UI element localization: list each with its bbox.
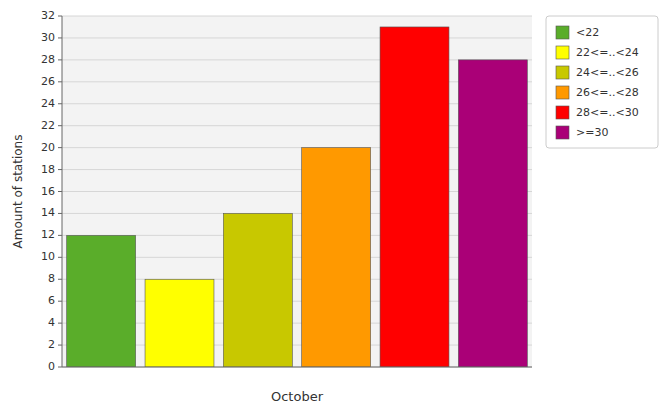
- y-tick: [58, 103, 62, 104]
- grid: [62, 16, 532, 367]
- legend-label: 22<=..<24: [576, 46, 639, 59]
- bar: [458, 60, 527, 367]
- chart-svg: 02468101214161820222426283032OctoberAmou…: [0, 0, 667, 415]
- y-tick: [58, 301, 62, 302]
- chart-container: 02468101214161820222426283032OctoberAmou…: [0, 0, 667, 415]
- y-tick-label: 4: [48, 316, 55, 329]
- legend-label: <22: [576, 26, 599, 39]
- y-tick: [58, 345, 62, 346]
- y-tick-label: 28: [41, 53, 55, 66]
- y-tick: [58, 81, 62, 82]
- y-tick-label: 10: [41, 250, 55, 263]
- bars: [67, 27, 528, 367]
- y-tick-label: 12: [41, 228, 55, 241]
- y-tick-label: 20: [41, 141, 55, 154]
- y-tick: [58, 367, 62, 368]
- y-tick-label: 30: [41, 31, 55, 44]
- legend-box: [546, 16, 658, 148]
- legend-label: 28<=..<30: [576, 106, 639, 119]
- y-tick: [58, 147, 62, 148]
- bar: [223, 213, 292, 367]
- y-tick-label: 8: [48, 272, 55, 285]
- bar: [145, 279, 214, 367]
- y-tick-label: 22: [41, 119, 55, 132]
- y-tick: [58, 279, 62, 280]
- legend: <22 22<=..<24 24<=..<26 26<=..<28 28<=..<30 >…: [546, 16, 658, 148]
- y-tick: [58, 257, 62, 258]
- legend-swatch: [556, 106, 569, 119]
- legend-label: 24<=..<26: [576, 66, 639, 79]
- y-axis-title: Amount of stations: [11, 135, 25, 249]
- y-tick: [58, 37, 62, 38]
- bar: [302, 148, 371, 367]
- grid-line: [62, 367, 532, 368]
- y-tick: [58, 213, 62, 214]
- y-tick-label: 14: [41, 206, 55, 219]
- y-tick-label: 16: [41, 185, 55, 198]
- y-tick-label: 0: [48, 360, 55, 373]
- grid-line: [62, 37, 532, 38]
- y-tick: [58, 16, 62, 17]
- plot-background: [62, 16, 532, 367]
- bar: [67, 235, 136, 367]
- y-tick: [58, 169, 62, 170]
- x-axis-line: [62, 367, 532, 368]
- y-tick: [58, 191, 62, 192]
- legend-swatch: [556, 86, 569, 99]
- legend-label: 26<=..<28: [576, 86, 639, 99]
- y-tick: [58, 235, 62, 236]
- bar: [380, 27, 449, 367]
- y-axis-line: [62, 16, 63, 367]
- y-tick: [58, 59, 62, 60]
- grid-line: [62, 16, 532, 17]
- y-tick: [58, 323, 62, 324]
- legend-swatch: [556, 26, 569, 39]
- y-tick: [58, 125, 62, 126]
- legend-swatch: [556, 66, 569, 79]
- y-tick-label: 6: [48, 294, 55, 307]
- x-axis-title: October: [271, 389, 324, 404]
- legend-swatch: [556, 126, 569, 139]
- y-tick-label: 24: [41, 97, 55, 110]
- legend-label: >=30: [576, 126, 608, 139]
- y-tick-label: 26: [41, 75, 55, 88]
- y-tick-label: 18: [41, 163, 55, 176]
- y-tick-label: 32: [41, 9, 55, 22]
- y-axis: 02468101214161820222426283032: [41, 9, 62, 373]
- legend-swatch: [556, 46, 569, 59]
- y-tick-label: 2: [48, 338, 55, 351]
- page: {"chart_data": {"type": "bar", "categori…: [0, 0, 667, 415]
